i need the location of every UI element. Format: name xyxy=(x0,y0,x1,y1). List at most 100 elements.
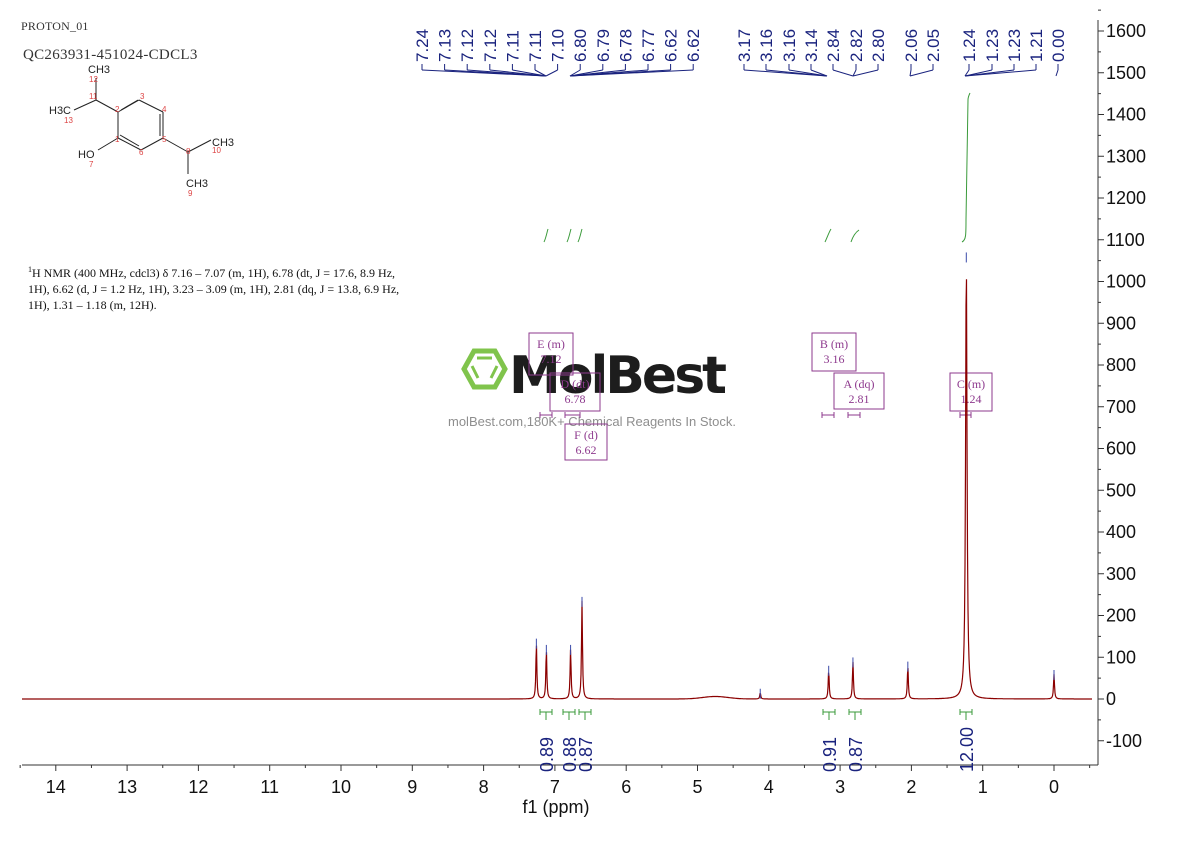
y-tick-label: 1600 xyxy=(1106,21,1146,41)
peak-label: 6.80 xyxy=(571,29,590,62)
peak-labels: 7.24 7.13 7.12 7.12 7.11 7.11 7.10 6.80 6.79 6.78… xyxy=(413,29,1068,77)
peak-label: 7.11 xyxy=(503,30,522,62)
integral-value: 0.89 xyxy=(537,737,557,772)
atom-number: 4 xyxy=(162,105,167,114)
x-tick-label: 5 xyxy=(692,777,702,797)
y-tick-label: 900 xyxy=(1106,313,1136,333)
peak-label: 7.24 xyxy=(413,29,432,62)
y-tick-label: 600 xyxy=(1106,439,1136,459)
integral-value: 0.87 xyxy=(846,737,866,772)
integral-curves xyxy=(543,92,971,243)
peak-label: 3.16 xyxy=(780,29,799,62)
y-tick-label: 500 xyxy=(1106,480,1136,500)
peak-label: 6.62 xyxy=(684,29,703,62)
experiment-name: PROTON_01 xyxy=(21,19,89,33)
svg-text:6.62: 6.62 xyxy=(576,443,597,457)
x-tick-label: 9 xyxy=(407,777,417,797)
y-tick-label: 1300 xyxy=(1106,146,1146,166)
peak-label: 1.21 xyxy=(1027,29,1046,62)
atom-number: 7 xyxy=(89,160,94,169)
y-tick-label: 1000 xyxy=(1106,272,1146,292)
svg-text:6.78: 6.78 xyxy=(565,392,586,406)
multiplet-box: E (m)7.12 xyxy=(528,332,574,376)
x-tick-label: 14 xyxy=(46,777,66,797)
svg-text:A (dq): A (dq) xyxy=(844,377,875,391)
y-tick-label: 1100 xyxy=(1106,230,1145,250)
x-tick-label: 3 xyxy=(835,777,845,797)
atom-number: 13 xyxy=(64,116,73,125)
peak-label: 2.82 xyxy=(847,29,866,62)
atom-label: CH3 xyxy=(212,137,234,149)
atom-label: CH3 xyxy=(186,178,208,190)
y-tick-label: 800 xyxy=(1106,355,1136,375)
y-tick-label: 300 xyxy=(1106,564,1136,584)
svg-text:C (m): C (m) xyxy=(957,377,985,391)
peak-label: 3.16 xyxy=(757,29,776,62)
peak-label: 7.11 xyxy=(526,30,545,62)
atom-number: 1 xyxy=(115,135,120,144)
multiplet-boxes: E (m)7.12D (dt)6.78 F (d)6.62 B (m)3.16 A (… xyxy=(528,332,993,461)
y-tick-label: 100 xyxy=(1106,647,1136,667)
peak-label: 7.13 xyxy=(436,29,455,62)
svg-text:3.16: 3.16 xyxy=(824,352,845,366)
atom-number: 5 xyxy=(162,135,167,144)
y-tick-label: 1500 xyxy=(1106,63,1146,83)
peak-label: 6.62 xyxy=(662,29,681,62)
peak-label: 1.23 xyxy=(1005,29,1024,62)
watermark: MolBest molBest.com,180K+ Chemical Reage… xyxy=(448,346,736,429)
x-axis-label: f1 (ppm) xyxy=(522,797,589,817)
atom-number: 9 xyxy=(188,189,193,198)
peak-label: 2.84 xyxy=(824,29,843,62)
integral-value: 12.00 xyxy=(957,727,977,772)
integral-labels: 0.89 0.880.87 0.91 0.87 12.00 xyxy=(537,709,977,772)
atom-number: 12 xyxy=(89,75,98,84)
peak-markers xyxy=(535,252,1055,699)
svg-text:7.12: 7.12 xyxy=(541,352,562,366)
svg-text:B (m): B (m) xyxy=(820,337,848,351)
svg-text:2.81: 2.81 xyxy=(849,392,870,406)
peak-label: 7.12 xyxy=(458,29,477,62)
peak-label: 6.79 xyxy=(594,29,613,62)
x-tick-label: 6 xyxy=(621,777,631,797)
watermark-tagline: molBest.com,180K+ Chemical Reagents In S… xyxy=(448,414,736,429)
nmr-description-text: H NMR (400 MHz, cdcl3) δ 7.16 – 7.07 (m,… xyxy=(28,266,400,312)
peak-label: 3.17 xyxy=(735,29,754,62)
x-tick-label: 10 xyxy=(331,777,351,797)
peak-label: 7.10 xyxy=(549,29,568,62)
atom-label: CH3 xyxy=(88,64,110,76)
y-axis: 1600150014001300120011001000900800700600… xyxy=(1097,9,1146,765)
x-tick-label: 8 xyxy=(479,777,489,797)
nmr-description: 1H NMR (400 MHz, cdcl3) δ 7.16 – 7.07 (m… xyxy=(28,262,418,313)
nucleus-superscript: 1 xyxy=(28,265,32,274)
atom-number: 3 xyxy=(140,92,145,101)
x-tick-label: 11 xyxy=(260,777,279,797)
svg-text:1.24: 1.24 xyxy=(961,392,982,406)
watermark-logo-text: MolBest xyxy=(509,346,726,406)
atom-label: HO xyxy=(78,149,95,161)
peak-label: 6.78 xyxy=(616,29,635,62)
integral-value: 0.87 xyxy=(576,737,596,772)
atom-number: 6 xyxy=(139,148,144,157)
x-tick-label: 4 xyxy=(764,777,774,797)
multiplet-box: C (m)1.24 xyxy=(949,372,993,412)
peak-label: 6.77 xyxy=(639,29,658,62)
y-tick-label: 200 xyxy=(1106,606,1136,626)
y-tick-label: 1200 xyxy=(1106,188,1146,208)
multiplet-box: F (d)6.62 xyxy=(564,423,608,461)
x-axis: 14 13 12 11 10 9 8 7 6 5 4 3 2 1 0 f1 (ppm) xyxy=(19,764,1098,817)
molecule-labels: CH3 H3C HO CH3 CH3 1 2 3 4 5 6 7 8 9 10 … xyxy=(49,64,234,198)
y-tick-label: 1400 xyxy=(1106,105,1146,125)
peak-label: 3.14 xyxy=(802,29,821,62)
x-tick-label: 12 xyxy=(188,777,208,797)
atom-number: 8 xyxy=(186,147,191,156)
multiplet-box: D (dt)6.78 xyxy=(549,372,601,412)
x-tick-label: 7 xyxy=(550,777,560,797)
atom-number: 10 xyxy=(212,146,221,155)
x-tick-label: 1 xyxy=(978,777,988,797)
peak-label: 2.06 xyxy=(902,29,921,62)
svg-text:D (dt): D (dt) xyxy=(561,377,590,391)
logo-hexagon-icon xyxy=(461,348,508,390)
x-tick-label: 13 xyxy=(117,777,137,797)
peak-label: 2.80 xyxy=(869,29,888,62)
